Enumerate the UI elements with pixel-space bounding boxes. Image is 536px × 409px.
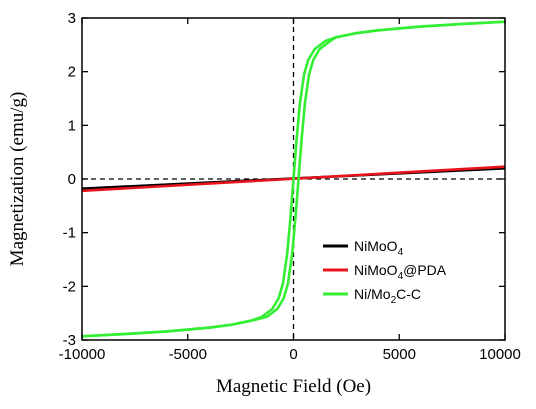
legend-label-ni-mo2c-c: Ni/Mo2C-C [354,286,421,306]
y-tick-label: -1 [63,225,76,242]
x-tick-label: 0 [289,346,297,363]
y-tick-label: 0 [68,171,76,188]
legend: NiMoO4 NiMoO4@PDA Ni/Mo2C-C [323,238,447,306]
y-tick-label: 2 [68,64,76,81]
x-tick-label: 5000 [383,346,416,363]
y-tick-label: 3 [68,10,76,27]
x-tick-label: 10000 [479,346,521,363]
axis-ticks [81,17,506,341]
legend-label-nimoo4: NiMoO4 [354,238,404,258]
x-axis-title: Magnetic Field (Oe) [216,376,371,397]
y-tick-label: 1 [68,117,76,134]
y-axis-title: Magnetization (emu/g) [7,92,28,267]
legend-label-nimoo4-pda: NiMoO4@PDA [354,262,447,282]
y-tick-label: -2 [63,278,76,295]
y-tick-label: -3 [63,332,76,349]
tick-labels: -10000 -5000 0 5000 10000 -3 -2 -1 0 1 2 3 [59,10,521,363]
series-layer [82,20,505,338]
series-line-ni-mo2c-c-return-branch [82,20,505,338]
x-tick-label: -10000 [59,346,106,363]
x-tick-label: -5000 [169,346,207,363]
